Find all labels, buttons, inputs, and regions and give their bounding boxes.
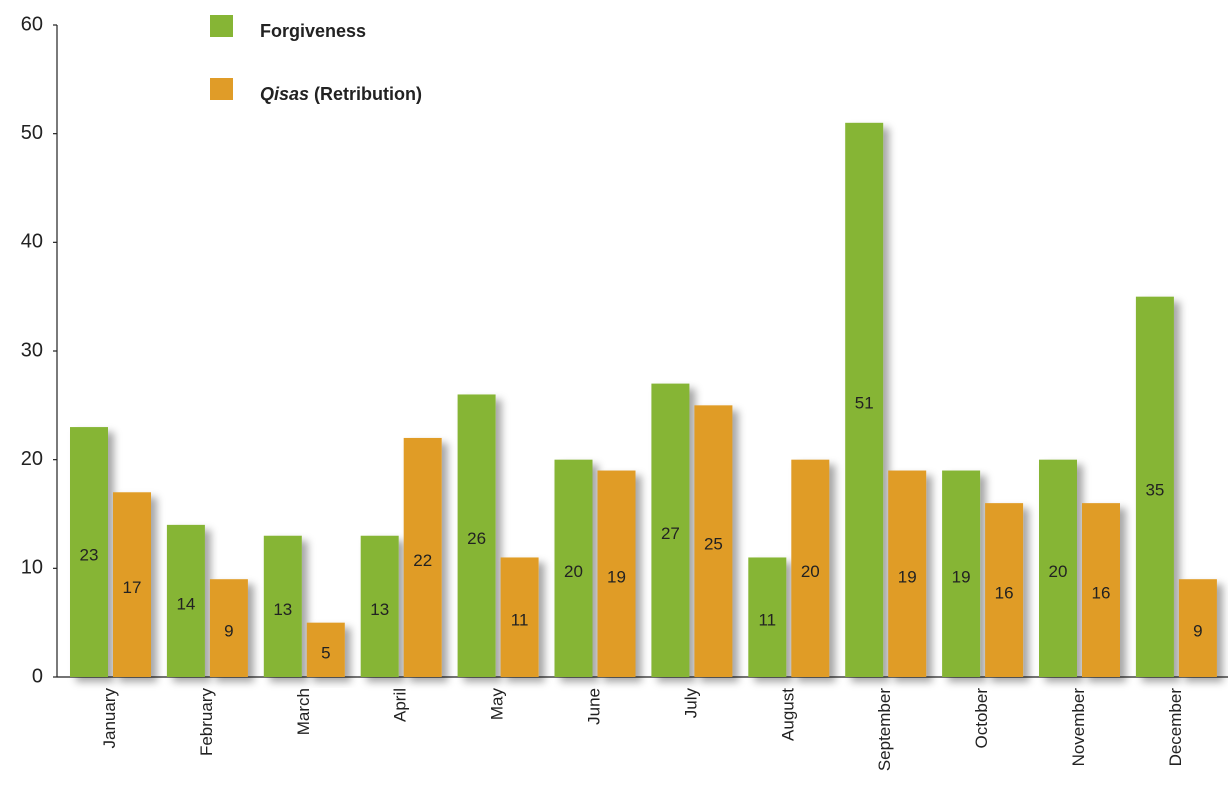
bar [554,459,593,677]
y-tick-label: 50 [21,122,43,144]
bar [651,383,690,677]
x-tick-label: August [778,688,797,741]
y-tick-label: 10 [21,557,43,579]
data-label: 9 [224,622,233,641]
legend-label: Forgiveness [260,21,366,41]
data-label: 25 [704,535,723,554]
y-tick-label: 40 [21,231,43,253]
bar [113,492,151,677]
x-tick-label: December [1166,688,1185,767]
data-label: 23 [80,546,99,565]
bar [166,524,205,677]
x-tick-label: July [681,688,700,719]
y-tick-label: 60 [21,13,43,35]
bar [263,535,302,677]
bar [457,394,496,677]
bar [500,557,539,677]
y-tick-label: 20 [21,448,43,470]
y-tick-label: 30 [21,339,43,361]
data-label: 26 [467,529,486,548]
data-label: 5 [321,643,330,662]
data-label: 11 [758,611,776,630]
data-label: 11 [511,611,529,630]
y-tick-label: 0 [32,665,43,687]
data-label: 13 [273,600,292,619]
data-label: 9 [1193,622,1202,641]
data-label: 22 [413,551,432,570]
legend-swatch [210,78,233,100]
x-tick-label: June [584,688,603,725]
data-label: 51 [855,393,874,412]
data-label: 16 [995,584,1014,603]
x-tick-label: April [391,688,410,722]
bar [694,405,733,677]
bar [1082,503,1120,677]
data-label: 20 [1049,562,1068,581]
data-label: 27 [661,524,680,543]
bar [306,622,345,677]
legend-label: Qisas (Retribution) [260,84,422,104]
data-label: 13 [370,600,389,619]
bar [791,459,830,677]
bar [1039,459,1077,677]
bar [845,122,884,678]
bar [1178,579,1217,677]
data-label: 16 [1092,584,1111,603]
bar [1135,296,1174,677]
x-tick-label: May [488,688,507,721]
data-label: 20 [564,562,583,581]
bar [597,470,636,677]
data-label: 19 [898,567,917,586]
x-tick-label: February [197,688,216,757]
data-label: 19 [607,567,626,586]
data-label: 14 [176,594,195,613]
bar [403,437,442,677]
bar [70,427,108,677]
bar [985,503,1024,677]
data-label: 20 [801,562,820,581]
bar [360,535,399,677]
data-label: 17 [123,578,142,597]
x-tick-label: September [875,688,894,771]
data-label: 19 [952,567,971,586]
legend-swatch [210,15,233,37]
data-label: 35 [1145,480,1164,499]
bar [942,470,981,677]
bar [209,579,248,677]
bar [888,470,927,677]
x-tick-label: November [1069,688,1088,767]
x-tick-label: January [100,688,119,749]
bar [748,557,787,677]
x-tick-label: March [294,688,313,735]
x-tick-label: October [972,688,991,749]
